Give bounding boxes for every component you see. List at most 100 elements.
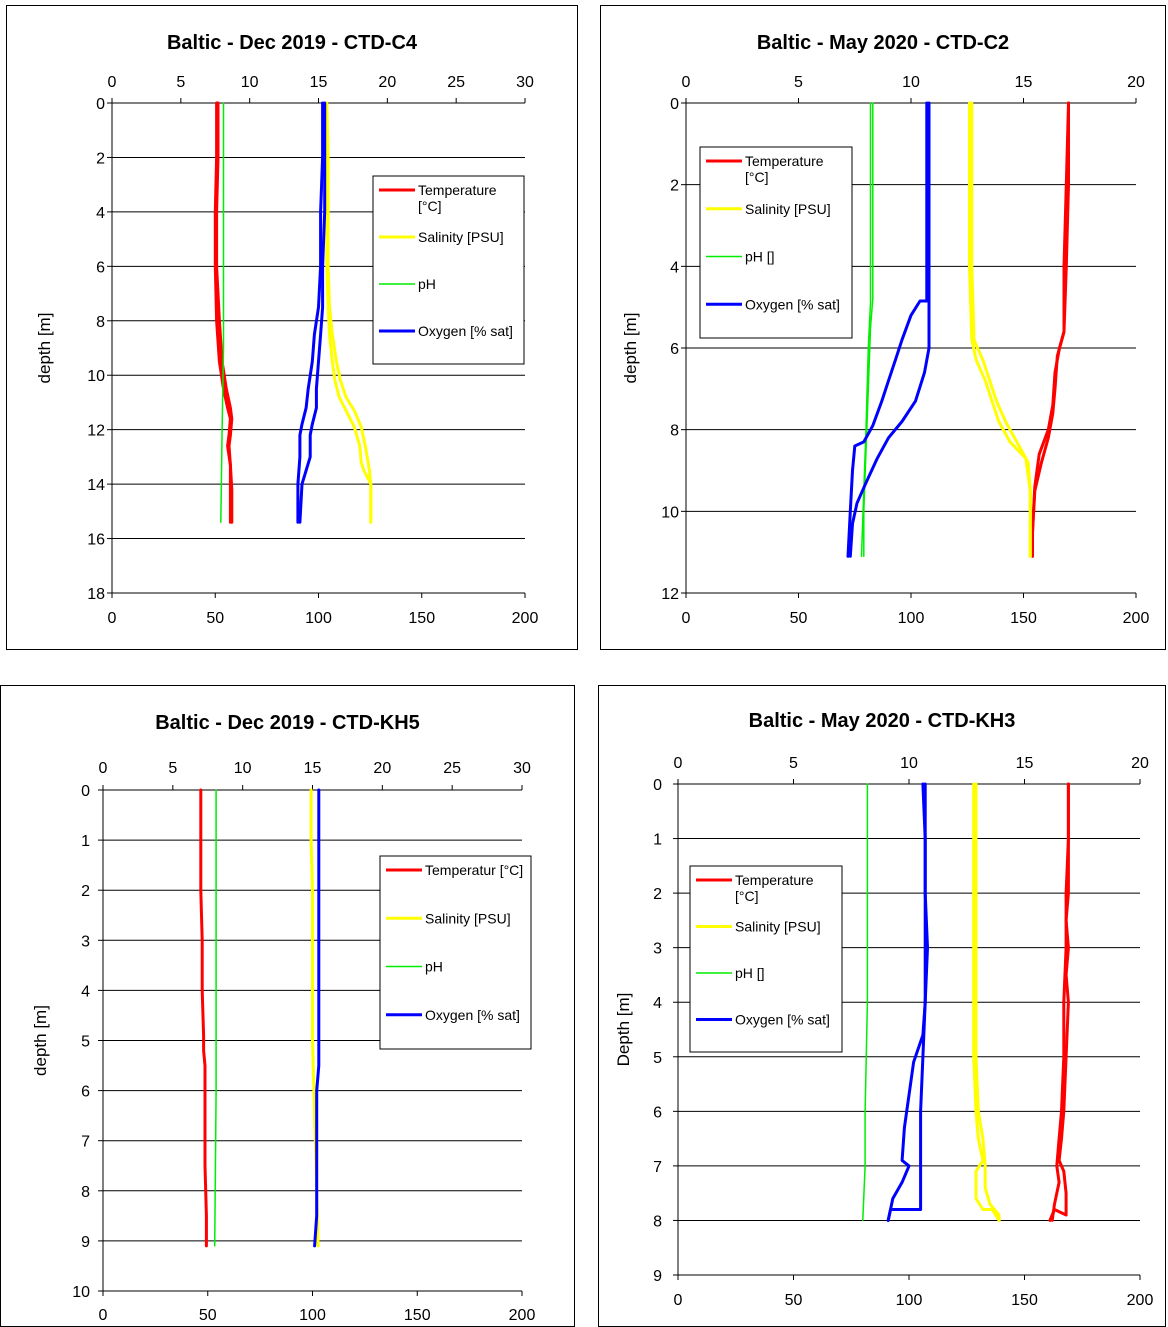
top-tick-label: 5 xyxy=(789,755,798,772)
legend-label: Oxygen [% sat] xyxy=(425,1007,520,1023)
y-tick-label: 6 xyxy=(653,1104,662,1121)
series-line-salinity-psu xyxy=(974,782,1001,1222)
chart-title: Baltic - May 2020 - CTD-KH3 xyxy=(749,710,1016,732)
y-tick-label: 1 xyxy=(653,832,662,849)
y-tick-label: 4 xyxy=(653,995,662,1012)
y-axis-title: Depth [m] xyxy=(614,993,633,1067)
bottom-tick-label: 150 xyxy=(404,1307,431,1324)
bottom-tick-label: 150 xyxy=(1010,610,1037,627)
top-tick-label: 25 xyxy=(443,760,461,777)
chart-frame xyxy=(600,5,1166,650)
legend-label: Temperatur [°C] xyxy=(425,862,523,878)
series-line-salinity-psu xyxy=(972,782,1001,1222)
top-tick-label: 5 xyxy=(794,74,803,91)
y-tick-label: 9 xyxy=(653,1268,662,1285)
legend-label: [°C] xyxy=(735,888,759,904)
y-axis-title: depth [m] xyxy=(35,313,54,384)
y-tick-label: 8 xyxy=(81,1184,90,1201)
series-line-oxygen-sat xyxy=(313,788,321,1248)
bottom-tick-label: 0 xyxy=(108,610,117,627)
top-tick-label: 20 xyxy=(1127,74,1145,91)
bottom-tick-label: 150 xyxy=(408,610,435,627)
y-tick-label: 9 xyxy=(81,1234,90,1251)
y-tick-label: 0 xyxy=(96,96,105,113)
bottom-tick-label: 100 xyxy=(305,610,332,627)
series-line-temperature-c xyxy=(1050,782,1070,1222)
series-line-ph xyxy=(220,102,225,523)
chart-panel-kh3: Baltic - May 2020 - CTD-KH3 0 1 2 3 4 5 6 7 8 9 0 5 1… xyxy=(598,685,1166,1327)
chart-panel-c2: Baltic - May 2020 - CTD-C2 0 2 4 6 8 10 12 0 5 10 1… xyxy=(600,5,1166,650)
bottom-tick-label: 100 xyxy=(896,1292,923,1309)
legend-label: Temperature xyxy=(745,153,824,169)
legend-label: Oxygen [% sat] xyxy=(745,296,840,312)
series-line-oxygen-sat xyxy=(886,782,927,1222)
series-line-salinity-psu xyxy=(968,101,1032,558)
top-tick-label: 15 xyxy=(304,760,322,777)
y-tick-label: 16 xyxy=(87,532,105,549)
series-line-oxygen-sat xyxy=(298,101,327,524)
legend-label: pH [] xyxy=(745,249,775,265)
y-axis-title: depth [m] xyxy=(621,313,640,384)
y-tick-label: 7 xyxy=(81,1134,90,1151)
series-line-temperatur-c xyxy=(199,788,208,1248)
y-tick-label: 4 xyxy=(670,259,679,276)
top-tick-label: 0 xyxy=(108,74,117,91)
series-line-oxygen-sat xyxy=(848,101,931,558)
y-tick-label: 3 xyxy=(653,941,662,958)
chart-title: Baltic - Dec 2019 - CTD-C4 xyxy=(167,32,418,54)
bottom-tick-label: 200 xyxy=(512,610,539,627)
top-tick-label: 10 xyxy=(234,760,252,777)
legend-label: Salinity [PSU] xyxy=(745,201,831,217)
top-tick-label: 0 xyxy=(682,74,691,91)
bottom-tick-label: 50 xyxy=(790,610,808,627)
legend-label: Temperature xyxy=(418,182,497,198)
bottom-tick-label: 0 xyxy=(682,610,691,627)
y-tick-label: 2 xyxy=(96,150,105,167)
y-tick-label: 2 xyxy=(81,883,90,900)
top-tick-label: 15 xyxy=(1015,74,1033,91)
legend-label: [°C] xyxy=(745,169,769,185)
top-tick-label: 10 xyxy=(241,74,259,91)
top-tick-label: 10 xyxy=(900,755,918,772)
legend-label: pH [] xyxy=(735,965,765,981)
series-line-temperature-c xyxy=(1031,101,1070,558)
bottom-tick-label: 100 xyxy=(299,1307,326,1324)
top-tick-label: 20 xyxy=(1131,755,1149,772)
legend-label: Salinity [PSU] xyxy=(418,229,504,245)
series-line-oxygen-sat xyxy=(846,101,929,558)
y-tick-label: 7 xyxy=(653,1159,662,1176)
top-tick-label: 30 xyxy=(513,760,531,777)
chart-svg-c4: Baltic - Dec 2019 - CTD-C4 0 2 4 6 8 10 12 14 16 1… xyxy=(6,5,578,650)
bottom-tick-label: 200 xyxy=(1127,1292,1154,1309)
legend-label: Oxygen [% sat] xyxy=(735,1012,830,1028)
y-axis-title: depth [m] xyxy=(31,1005,50,1076)
top-tick-label: 5 xyxy=(176,74,185,91)
y-tick-label: 10 xyxy=(87,368,105,385)
y-tick-label: 4 xyxy=(96,205,105,222)
y-tick-label: 6 xyxy=(81,1084,90,1101)
chart-svg-kh5: Baltic - Dec 2019 - CTD-KH50123456789100… xyxy=(0,685,575,1327)
bottom-tick-label: 50 xyxy=(206,610,224,627)
bottom-tick-label: 0 xyxy=(674,1292,683,1309)
series-line-temperature-c xyxy=(215,101,234,524)
bottom-tick-label: 50 xyxy=(785,1292,803,1309)
chart-panel-c4: Baltic - Dec 2019 - CTD-C4 0 2 4 6 8 10 12 14 16 1… xyxy=(6,5,578,650)
top-tick-label: 10 xyxy=(902,74,920,91)
top-tick-label: 20 xyxy=(378,74,396,91)
bottom-tick-label: 0 xyxy=(99,1307,108,1324)
chart-title: Baltic - Dec 2019 - CTD-KH5 xyxy=(155,712,420,734)
chart-title: Baltic - May 2020 - CTD-C2 xyxy=(757,32,1009,54)
legend-box xyxy=(379,855,532,1050)
legend-label: Salinity [PSU] xyxy=(425,910,511,926)
y-tick-label: 8 xyxy=(96,314,105,331)
chart-frame xyxy=(598,685,1166,1327)
top-tick-label: 25 xyxy=(447,74,465,91)
top-tick-label: 30 xyxy=(516,74,534,91)
legend-label: Oxygen [% sat] xyxy=(418,323,513,339)
legend-box xyxy=(699,146,853,339)
series-line-ph xyxy=(862,783,869,1222)
top-tick-label: 0 xyxy=(99,760,108,777)
legend-label: [°C] xyxy=(418,198,442,214)
y-tick-label: 0 xyxy=(670,96,679,113)
